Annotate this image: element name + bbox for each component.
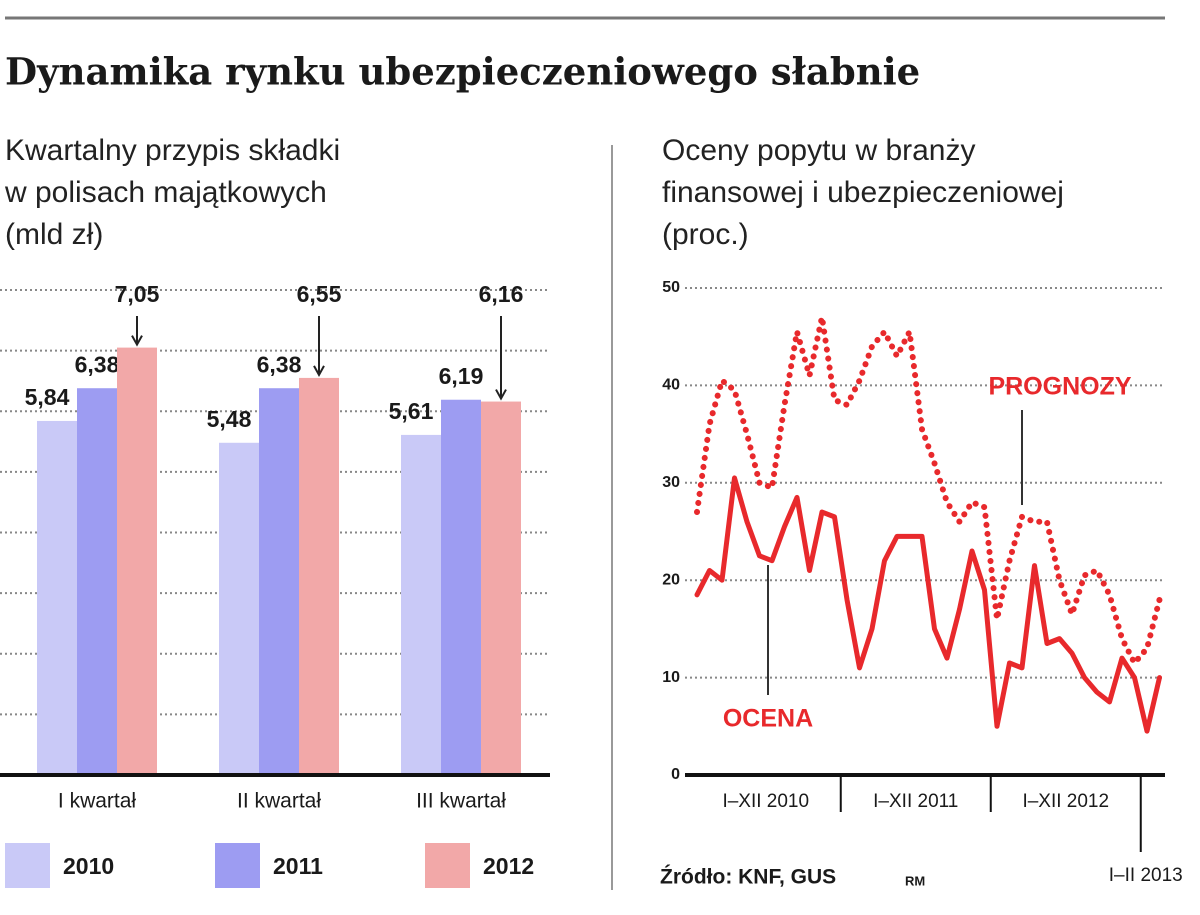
chart-subtitle: (mld zł)	[5, 218, 103, 251]
legend-swatch	[5, 843, 50, 888]
bar	[37, 420, 77, 775]
legend-label: 2012	[483, 853, 534, 879]
bar	[401, 434, 441, 775]
legend-label: 2010	[63, 853, 114, 879]
leader-arrow	[131, 335, 143, 347]
bar	[299, 377, 339, 775]
source: Źródło: KNF, GUS	[660, 866, 836, 889]
bar	[259, 388, 299, 775]
y-tick-label: 30	[662, 474, 680, 491]
leader-arrow	[495, 389, 507, 401]
x-tick-label: III kwartał	[416, 790, 506, 813]
chart-subtitle: (proc.)	[662, 218, 749, 251]
chart-subtitle: Oceny popytu w branży	[662, 134, 976, 167]
main-title: Dynamika rynku ubezpieczeniowego słabnie	[5, 50, 920, 94]
value-label: 6,55	[297, 281, 342, 307]
x-tick-label: I kwartał	[58, 790, 137, 813]
legend-swatch	[215, 843, 260, 888]
chart-subtitle: finansowej i ubezpieczeniowej	[662, 176, 1064, 209]
value-label: 5,48	[207, 406, 252, 432]
value-label: 7,05	[115, 281, 160, 307]
bar	[441, 399, 481, 775]
series-label: OCENA	[723, 705, 813, 733]
value-label: 6,38	[257, 351, 302, 377]
series-label: PROGNOZY	[988, 373, 1131, 401]
x-group-label: I–II 2013	[1109, 865, 1183, 886]
line-series	[694, 314, 1163, 666]
legend-swatch	[425, 843, 470, 888]
y-tick-label: 0	[671, 766, 680, 783]
bar	[481, 401, 521, 775]
chart-subtitle: Kwartalny przypis składki	[5, 134, 340, 167]
x-group-label: I–XII 2011	[873, 791, 958, 812]
value-label: 6,16	[479, 281, 524, 307]
value-label: 5,84	[25, 384, 70, 410]
y-tick-label: 50	[662, 279, 680, 296]
chart-subtitle: w polisach majątkowych	[4, 176, 327, 209]
bar	[219, 442, 259, 775]
line-series	[694, 475, 1162, 734]
x-group-label: I–XII 2010	[722, 791, 809, 812]
bar	[77, 388, 117, 775]
value-label: 5,61	[389, 398, 434, 424]
bar	[117, 347, 157, 775]
credit: RM	[905, 873, 925, 888]
y-tick-label: 20	[662, 571, 680, 588]
leader-arrow	[313, 365, 325, 377]
value-label: 6,19	[439, 363, 484, 389]
x-group-label: I–XII 2012	[1022, 791, 1109, 812]
x-tick-label: II kwartał	[237, 790, 321, 813]
y-tick-label: 10	[662, 669, 680, 686]
y-tick-label: 40	[662, 377, 680, 394]
legend-label: 2011	[273, 853, 323, 879]
value-label: 6,38	[75, 351, 120, 377]
